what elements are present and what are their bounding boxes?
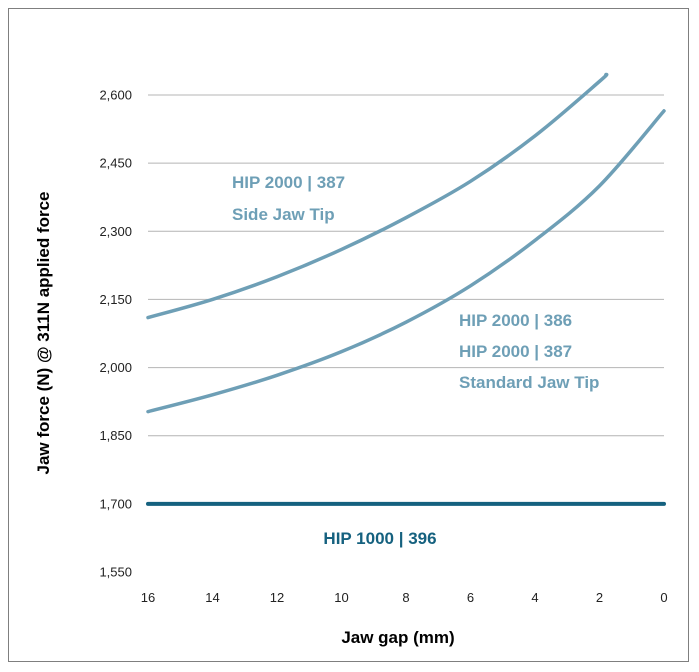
y-tick-label: 2,300 (99, 224, 132, 239)
y-tick-label: 2,450 (99, 156, 132, 171)
x-tick-label: 6 (467, 590, 474, 605)
series-annotation: HIP 2000 | 387 (232, 173, 345, 192)
x-tick-labels: 16 14 12 10 8 6 4 2 0 (141, 590, 668, 605)
y-axis-title: Jaw force (N) @ 311N applied force (34, 192, 53, 475)
x-tick-label: 4 (531, 590, 538, 605)
series-annotation: HIP 2000 | 387 (459, 342, 572, 361)
y-tick-label: 1,700 (99, 496, 132, 511)
series-annotation: HIP 2000 | 386 (459, 311, 572, 330)
x-tick-label: 0 (660, 590, 667, 605)
y-tick-label: 2,600 (99, 88, 132, 103)
series-annotation: Standard Jaw Tip (459, 373, 599, 392)
gridlines (148, 94, 664, 505)
x-tick-label: 10 (334, 590, 348, 605)
y-tick-label: 2,000 (99, 360, 132, 375)
series-line-1 (146, 72, 609, 320)
y-tick-label: 1,550 (99, 565, 132, 580)
annotations: HIP 2000 | 387 Side Jaw Tip HIP 2000 | 386… (232, 173, 599, 548)
series-lines (146, 72, 666, 506)
y-tick-label: 1,850 (99, 428, 132, 443)
series-annotation: Side Jaw Tip (232, 205, 335, 224)
series-line-2 (146, 109, 666, 414)
chart-frame (8, 8, 689, 662)
x-tick-label: 14 (205, 590, 219, 605)
x-tick-label: 2 (596, 590, 603, 605)
x-axis-title: Jaw gap (mm) (341, 628, 454, 647)
series-annotation: HIP 1000 | 396 (323, 529, 436, 548)
y-tick-labels: 1,550 1,700 1,850 2,000 2,150 2,300 2,450 2,600 (99, 88, 132, 580)
x-tick-label: 12 (270, 590, 284, 605)
x-tick-label: 16 (141, 590, 155, 605)
y-tick-label: 2,150 (99, 292, 132, 307)
x-tick-label: 8 (402, 590, 409, 605)
